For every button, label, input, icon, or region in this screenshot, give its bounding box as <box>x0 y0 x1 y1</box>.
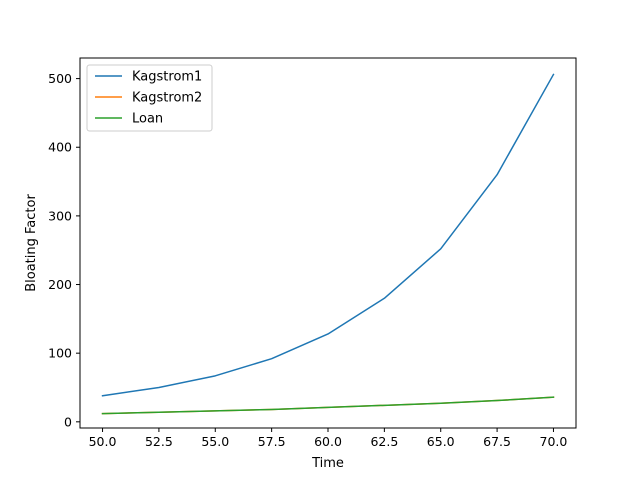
legend-label-kagstrom2: Kagstrom2 <box>132 91 202 106</box>
x-tick-label: 70.0 <box>540 434 568 449</box>
series-line-loan <box>101 396 555 415</box>
legend-label-kagstrom1: Kagstrom1 <box>132 70 202 85</box>
legend: Kagstrom1 Kagstrom2 Loan <box>86 64 213 132</box>
x-tick-label: 67.5 <box>483 434 511 449</box>
y-tick-label: 100 <box>48 346 72 361</box>
x-axis: 50.0 52.5 55.0 57.5 60.0 62.5 65.0 67.5 70.0 <box>89 428 568 449</box>
legend-box <box>86 64 213 132</box>
series-line-kagstrom1 <box>101 73 555 397</box>
x-tick-label: 65.0 <box>427 434 455 449</box>
y-tick-label: 300 <box>48 208 72 223</box>
y-axis: 0 100 200 300 400 500 <box>48 71 80 429</box>
y-axis-label: Bloating Factor <box>24 194 39 292</box>
y-tick-label: 500 <box>48 71 72 86</box>
y-tick-label: 400 <box>48 140 72 155</box>
series-layer <box>101 73 555 415</box>
x-tick-label: 55.0 <box>201 434 229 449</box>
x-tick-label: 60.0 <box>314 434 342 449</box>
x-tick-label: 57.5 <box>258 434 286 449</box>
x-tick-label: 52.5 <box>145 434 173 449</box>
x-tick-label: 62.5 <box>370 434 398 449</box>
legend-label-loan: Loan <box>132 112 163 127</box>
x-axis-label: Time <box>311 456 344 471</box>
x-tick-label: 50.0 <box>89 434 117 449</box>
y-tick-label: 0 <box>64 414 72 429</box>
y-tick-label: 200 <box>48 277 72 292</box>
